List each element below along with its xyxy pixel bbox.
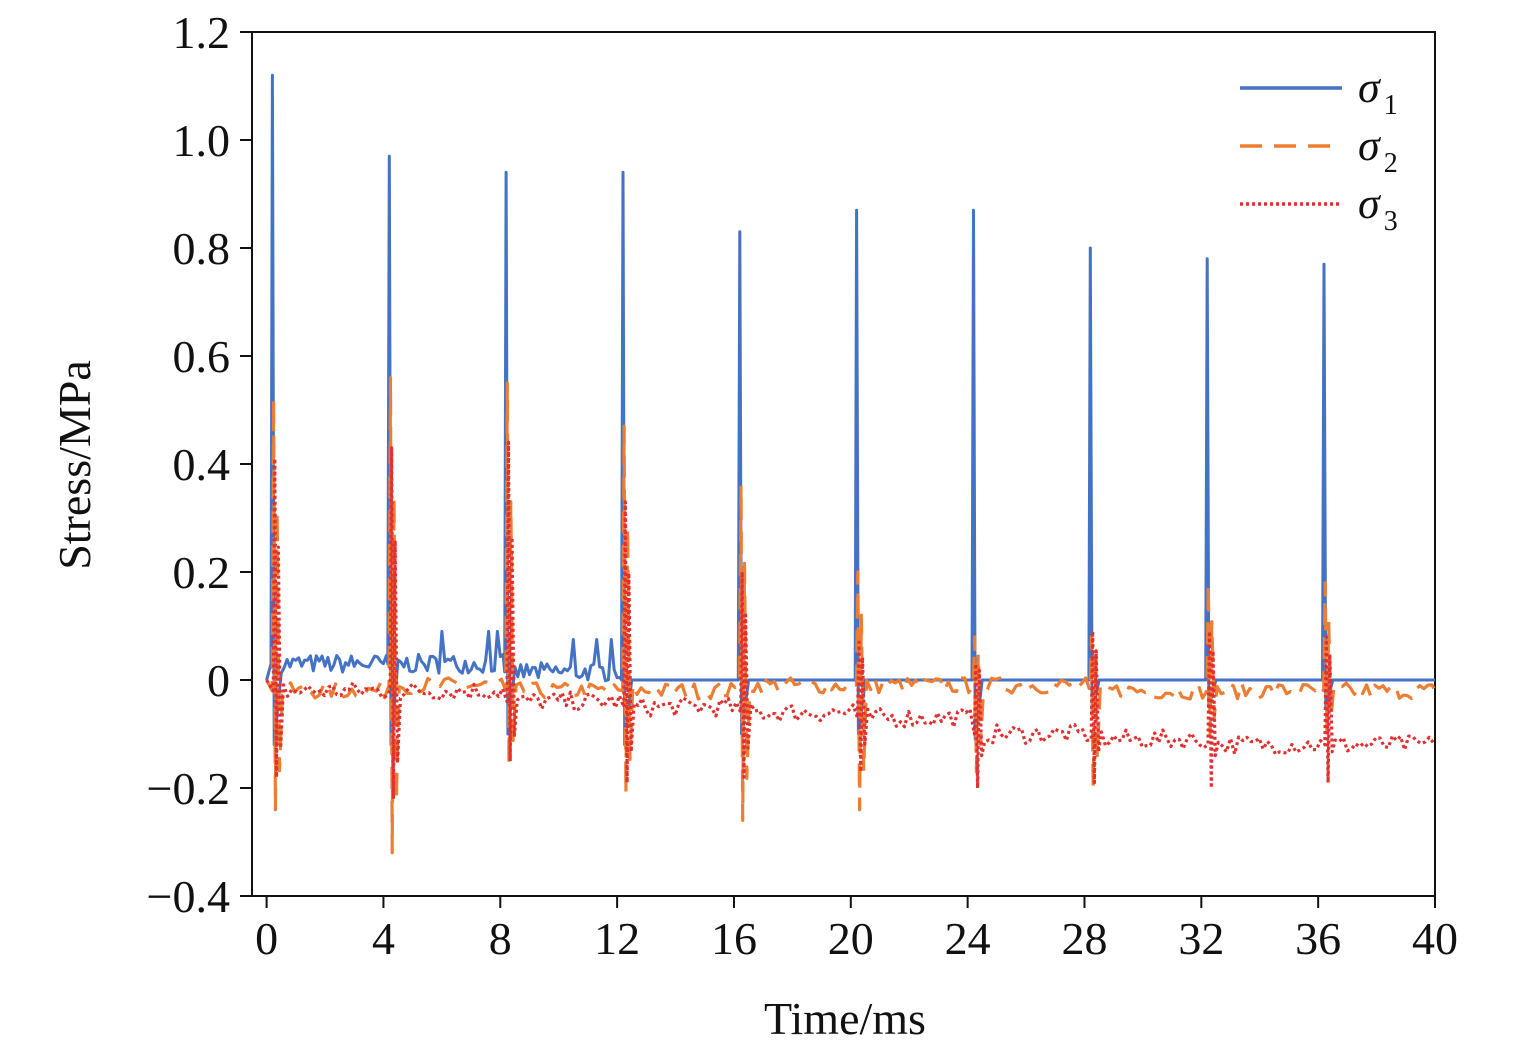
- series-line-1: [265, 73, 1435, 747]
- y-tick-label: 1.2: [173, 7, 231, 58]
- x-tick-label: 0: [255, 913, 278, 964]
- plot-frame: [251, 31, 1436, 897]
- series-line-2: [265, 376, 1437, 855]
- series-line-3: [265, 440, 1437, 801]
- x-axis-title: Time/ms: [764, 993, 926, 1043]
- axis-layer: 0 4 8 12 16 20 24 28 32 36 40 −0.4 −0.2 0 0.2 0.4 0.6 0.8…: [147, 7, 1458, 964]
- legend: σ 1σ 2σ 3: [1240, 63, 1398, 237]
- y-tick-label: 1.0: [173, 115, 231, 166]
- x-tick-label: 32: [1178, 913, 1224, 964]
- y-tick-label: 0.8: [173, 223, 231, 274]
- y-tick-label: 0.2: [173, 547, 231, 598]
- plot-border: [251, 31, 1436, 897]
- x-tick-label: 28: [1061, 913, 1107, 964]
- y-tick-label: −0.2: [147, 763, 230, 814]
- x-tick-label: 24: [945, 913, 991, 964]
- y-tick-label: 0: [207, 655, 230, 706]
- x-tick-label: 20: [828, 913, 874, 964]
- x-tick-label: 16: [711, 913, 757, 964]
- series-layer: [265, 73, 1437, 855]
- series-1: [265, 73, 1435, 747]
- x-tick-label: 12: [594, 913, 640, 964]
- series-2: [265, 376, 1437, 855]
- y-tick-label: 0.4: [173, 439, 231, 490]
- x-tick-label: 4: [372, 913, 395, 964]
- y-tick-label: 0.6: [173, 331, 231, 382]
- y-axis-title: Stress/MPa: [49, 360, 100, 570]
- x-tick-label: 36: [1295, 913, 1341, 964]
- x-tick-label: 40: [1412, 913, 1458, 964]
- x-tick-label: 8: [489, 913, 512, 964]
- series-3: [265, 440, 1437, 801]
- y-tick-label: −0.4: [147, 871, 230, 922]
